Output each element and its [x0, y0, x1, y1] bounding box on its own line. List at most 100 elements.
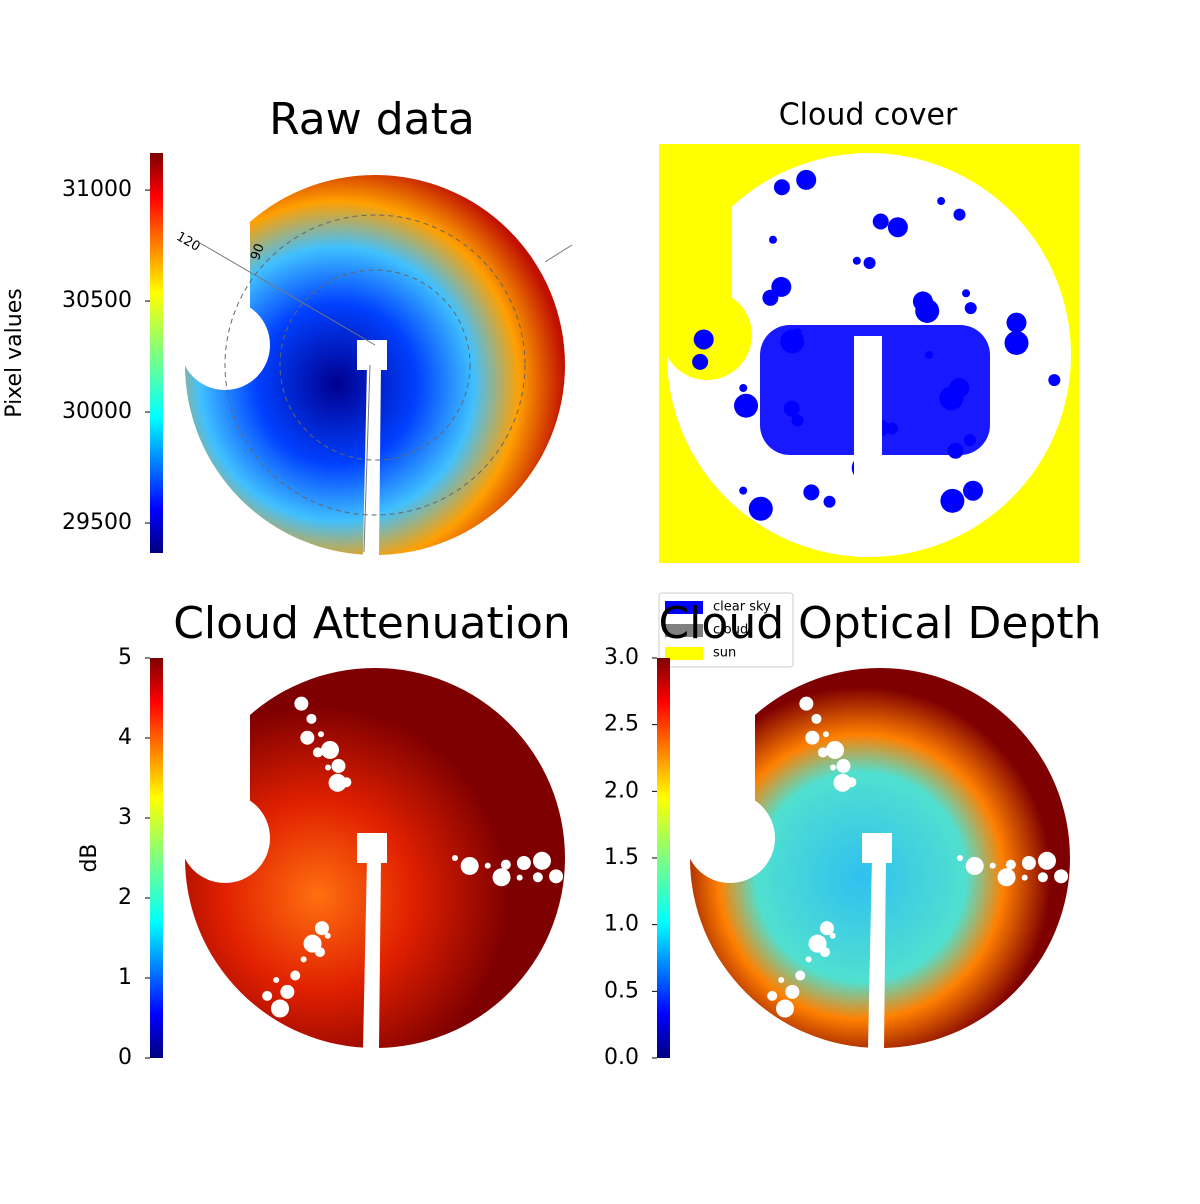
cloud-gap: [795, 970, 806, 981]
colorbar-tick-label: 5: [118, 645, 132, 670]
colorbar-tick-label: 30500: [62, 288, 132, 313]
clear-sky-patch: [796, 169, 817, 190]
clear-sky-patch: [734, 393, 759, 418]
cloud-gap: [808, 934, 827, 953]
cloud-gap: [500, 859, 511, 870]
clear-sky-patch: [693, 329, 714, 350]
clear-sky-patch: [939, 386, 964, 411]
cloud-gap: [1054, 869, 1069, 884]
clear-sky-patch: [692, 353, 709, 370]
cloud-gap: [325, 764, 332, 771]
clear-sky-patch: [1048, 374, 1061, 387]
cloud-gap: [312, 747, 323, 758]
colorbar-tick-label: 3: [118, 805, 132, 830]
cloud-gap: [290, 970, 301, 981]
clear-sky-patch: [953, 208, 966, 221]
cloud-gap: [331, 758, 346, 773]
clear-sky-patch: [872, 213, 889, 230]
panel-title: Cloud Attenuation: [173, 598, 571, 649]
cloud-gap: [271, 999, 290, 1018]
cloud-gap: [811, 713, 822, 724]
clear-sky-patch: [793, 328, 802, 337]
clear-sky-patch: [791, 414, 804, 427]
colorbar: [150, 658, 163, 1058]
colorbar: [657, 658, 670, 1058]
clear-sky-patch: [887, 217, 908, 238]
clear-sky-patch: [783, 400, 800, 417]
panel-title: Cloud cover: [779, 98, 958, 133]
cloud-gap: [830, 764, 837, 771]
colorbar-tick-label: 2.5: [604, 712, 639, 737]
legend-label: cloud: [713, 623, 748, 638]
clear-sky-patch: [773, 179, 790, 196]
cloud-gap: [826, 740, 845, 759]
mast: [854, 336, 882, 556]
polar-axis: [363, 364, 371, 553]
occlusion: [180, 300, 270, 390]
panel-title: Raw data: [269, 94, 475, 145]
polar-grid: [279, 269, 471, 461]
cloud-gap: [836, 758, 851, 773]
cloud-gap: [484, 862, 491, 869]
cloud-gap: [532, 872, 543, 883]
cloud-gap: [965, 856, 984, 875]
image: [685, 668, 1070, 1048]
colorbar-label: Pixel values: [2, 288, 27, 417]
colorbar-tick-label: 1: [118, 965, 132, 990]
clear-sky-patch: [863, 257, 876, 270]
colorbar-tick-label: 31000: [62, 177, 132, 202]
cloud-gap: [460, 856, 479, 875]
cloud-gap: [314, 921, 329, 936]
cloud-gap: [846, 777, 857, 788]
clear-sky-patch: [963, 480, 984, 501]
cloud-gap: [833, 773, 852, 792]
clear-sky-patch: [748, 496, 773, 521]
colorbar: [150, 153, 163, 553]
cloud-gap: [799, 696, 814, 711]
legend-swatch: [665, 601, 703, 614]
polar-label: 90: [248, 242, 268, 263]
cloud-gap: [823, 731, 830, 738]
cloud-gap: [785, 984, 800, 999]
cloud-gap: [280, 984, 295, 999]
cloud-gap: [318, 731, 325, 738]
colorbar-tick-label: 0.0: [604, 1045, 639, 1070]
cloud-gap: [1021, 856, 1036, 871]
mast: [363, 858, 381, 1048]
colorbar-tick-label: 30000: [62, 399, 132, 424]
panel-title: Cloud Optical Depth: [658, 598, 1101, 649]
cloud-gap: [817, 747, 828, 758]
cloud-gap: [989, 862, 996, 869]
cloud-gap: [829, 932, 836, 939]
image: [659, 144, 1079, 563]
clear-sky-patch: [771, 276, 792, 297]
cloud-gap: [306, 713, 317, 724]
clear-sky-patch: [823, 495, 836, 508]
cloud-gap: [767, 990, 778, 1001]
cloud-gap: [778, 977, 785, 984]
cloud-gap: [776, 999, 795, 1018]
cloud-gap: [957, 855, 963, 861]
cloud-gap: [300, 730, 315, 745]
colorbar-tick-label: 1.0: [604, 912, 639, 937]
legend-label: clear sky: [713, 600, 771, 615]
cloud-gap: [516, 874, 523, 881]
cloud-gap: [324, 932, 331, 939]
cloud-gap: [262, 990, 273, 1001]
legend-swatch: [665, 624, 703, 637]
image: [180, 668, 565, 1048]
colorbar-tick-label: 0: [118, 1045, 132, 1070]
mast: [868, 858, 886, 1048]
cloud-gap: [819, 921, 834, 936]
colorbar-tick-label: 0.5: [604, 978, 639, 1003]
occlusion: [180, 793, 270, 883]
clear-sky-patch: [915, 298, 940, 323]
image: [180, 175, 565, 555]
cloud-gap: [1021, 874, 1028, 881]
clear-sky-patch: [962, 289, 971, 298]
clear-sky-patch: [739, 486, 748, 495]
colorbar-tick-label: 2.0: [604, 778, 639, 803]
cloud-gap: [1005, 859, 1016, 870]
cloud-gap: [805, 956, 812, 963]
